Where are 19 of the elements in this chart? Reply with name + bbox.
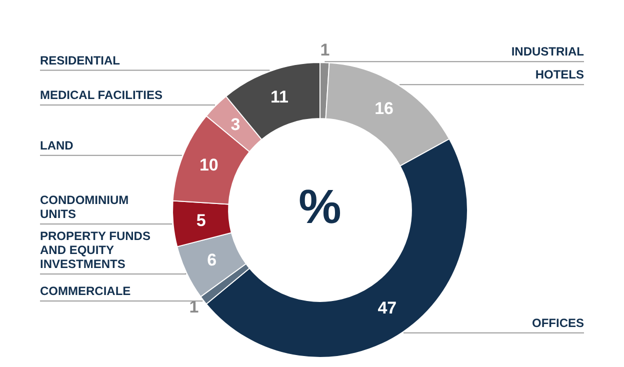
- slice-label: PROPERTY FUNDS AND EQUITY INVESTMENTS: [40, 228, 150, 271]
- text: %: [298, 181, 342, 234]
- slice-label: HOTELS: [535, 68, 584, 82]
- slice-label: OFFICES: [532, 316, 584, 330]
- data-label: 47: [378, 298, 397, 318]
- data-label: 5: [196, 210, 206, 230]
- slice-label: MEDICAL FACILITIES: [40, 88, 162, 102]
- slice-label: LAND: [40, 138, 74, 152]
- data-label: 16: [374, 98, 394, 118]
- data-label: 6: [207, 250, 217, 270]
- slice-label: CONDOMINIUM UNITS: [40, 192, 129, 221]
- slice-label: INDUSTRIAL: [511, 44, 584, 59]
- data-label: 11: [270, 87, 289, 106]
- data-label: 1: [189, 297, 199, 316]
- data-label: 3: [230, 115, 240, 134]
- slice-label: COMMERCIALE: [40, 284, 131, 298]
- slice-label: RESIDENTIAL: [40, 53, 120, 68]
- data-label: 1: [320, 40, 330, 60]
- data-label: 10: [199, 156, 218, 175]
